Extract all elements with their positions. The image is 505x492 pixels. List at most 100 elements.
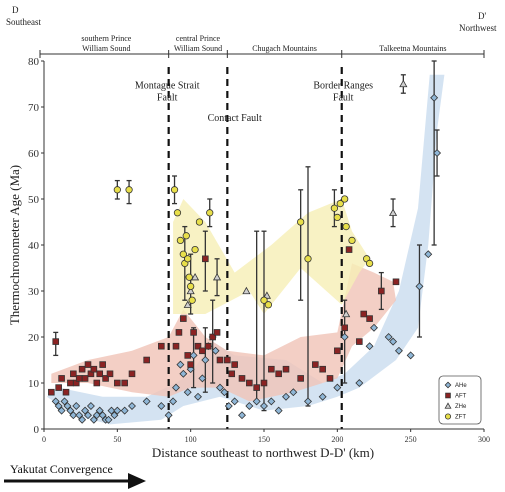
point-ahe xyxy=(84,411,92,420)
point-ahe xyxy=(252,397,261,406)
point-ahe xyxy=(333,383,342,392)
y-tick-label: 70 xyxy=(28,102,40,114)
point-aft xyxy=(341,324,348,332)
point-ahe xyxy=(113,406,122,415)
point-zhe xyxy=(212,272,222,281)
point-ahe xyxy=(289,388,298,397)
legend-marker-ahe xyxy=(444,381,452,389)
point-ahe xyxy=(107,406,116,415)
point-ahe xyxy=(406,351,415,360)
point-aft xyxy=(204,342,212,350)
point-zft xyxy=(330,204,339,212)
point-aft xyxy=(190,329,197,336)
point-zhe xyxy=(399,79,408,88)
point-aft xyxy=(106,370,114,378)
point-zft xyxy=(125,186,133,194)
point-ahe xyxy=(216,383,224,392)
point-ahe xyxy=(63,402,72,410)
axes: 0 10 20 30 40 50 60 70 80 0 50 100 150 200 250 300 xyxy=(28,56,490,444)
point-ahe xyxy=(415,282,424,291)
point-ahe xyxy=(75,411,84,420)
point-ahe xyxy=(78,415,87,424)
point-zft xyxy=(336,199,344,208)
point-zft xyxy=(304,255,312,263)
point-ahe xyxy=(260,402,268,410)
point-aft xyxy=(52,338,60,345)
point-ahe xyxy=(201,356,210,364)
point-ahe xyxy=(60,397,69,406)
point-aft xyxy=(366,315,373,322)
y-axis-title: Thermochronometer Age (Ma) xyxy=(7,165,22,325)
point-aft xyxy=(312,361,319,368)
point-ahe xyxy=(81,406,90,415)
legend-label-aft: AFT xyxy=(455,394,467,400)
legend: AHe AFT ZHe ZFT xyxy=(438,375,482,425)
data-points xyxy=(48,79,442,424)
point-aft xyxy=(114,379,121,387)
x-tick-label: 50 xyxy=(113,435,121,444)
point-aft xyxy=(84,361,92,368)
point-zhe xyxy=(183,300,192,308)
point-ahe xyxy=(430,93,439,102)
y-tick-label: 30 xyxy=(28,286,40,298)
legend-box xyxy=(438,375,482,425)
region-label-1-line2: William Sound xyxy=(82,44,130,53)
point-zft xyxy=(182,232,190,240)
point-zft xyxy=(187,282,195,291)
point-ahe xyxy=(433,149,442,157)
point-zft xyxy=(185,273,193,281)
point-aft xyxy=(55,384,62,391)
fault-label-border-ranges-line2: Fault xyxy=(333,93,354,104)
point-zft xyxy=(297,218,305,226)
point-zhe xyxy=(242,286,251,295)
point-aft xyxy=(216,356,224,364)
y-tick-label: 0 xyxy=(34,424,40,436)
point-aft xyxy=(58,375,65,382)
point-ahe xyxy=(169,397,178,406)
point-ahe xyxy=(69,411,78,420)
point-ahe xyxy=(172,383,180,392)
point-zft xyxy=(333,213,341,222)
point-ahe xyxy=(66,406,75,415)
fault-label-montague-strait-line2: Fault xyxy=(157,93,178,104)
point-ahe xyxy=(224,402,233,410)
point-ahe xyxy=(98,411,107,420)
point-zft xyxy=(342,222,350,231)
point-ahe xyxy=(86,402,95,410)
point-zft xyxy=(113,186,121,194)
point-aft xyxy=(253,384,260,391)
arrow-head xyxy=(128,473,146,489)
point-zft xyxy=(348,236,356,245)
point-aft xyxy=(319,365,326,373)
point-ahe xyxy=(245,402,254,410)
point-aft xyxy=(194,342,202,350)
yakutat-convergence-label: Yakutat Convergence xyxy=(10,462,113,476)
y-tick-label: 50 xyxy=(28,194,40,206)
point-zft xyxy=(264,301,273,309)
region-label-2-line2: William Sound xyxy=(174,44,222,53)
point-ahe xyxy=(282,392,290,401)
point-zft xyxy=(206,209,214,217)
point-ahe xyxy=(51,397,60,406)
fault-label-contact-fault: Contact Fault xyxy=(208,113,262,124)
point-aft xyxy=(48,388,55,396)
point-ahe xyxy=(220,388,229,397)
point-ahe xyxy=(179,369,188,378)
point-aft xyxy=(172,342,180,350)
point-aft xyxy=(228,370,236,378)
legend-marker-zhe xyxy=(444,402,452,409)
point-ahe xyxy=(142,397,151,406)
point-aft xyxy=(96,370,104,378)
point-aft xyxy=(268,365,275,373)
point-ahe xyxy=(95,406,104,415)
point-aft xyxy=(326,375,334,382)
point-ahe xyxy=(230,397,239,406)
endpoint-right-line1: D' xyxy=(478,11,486,21)
point-aft xyxy=(282,365,290,373)
point-zft xyxy=(184,255,192,263)
point-aft xyxy=(158,342,165,350)
legend-label-ahe: AHe xyxy=(455,383,467,389)
point-aft xyxy=(81,375,89,382)
point-ahe xyxy=(198,374,207,383)
point-aft xyxy=(128,370,136,378)
